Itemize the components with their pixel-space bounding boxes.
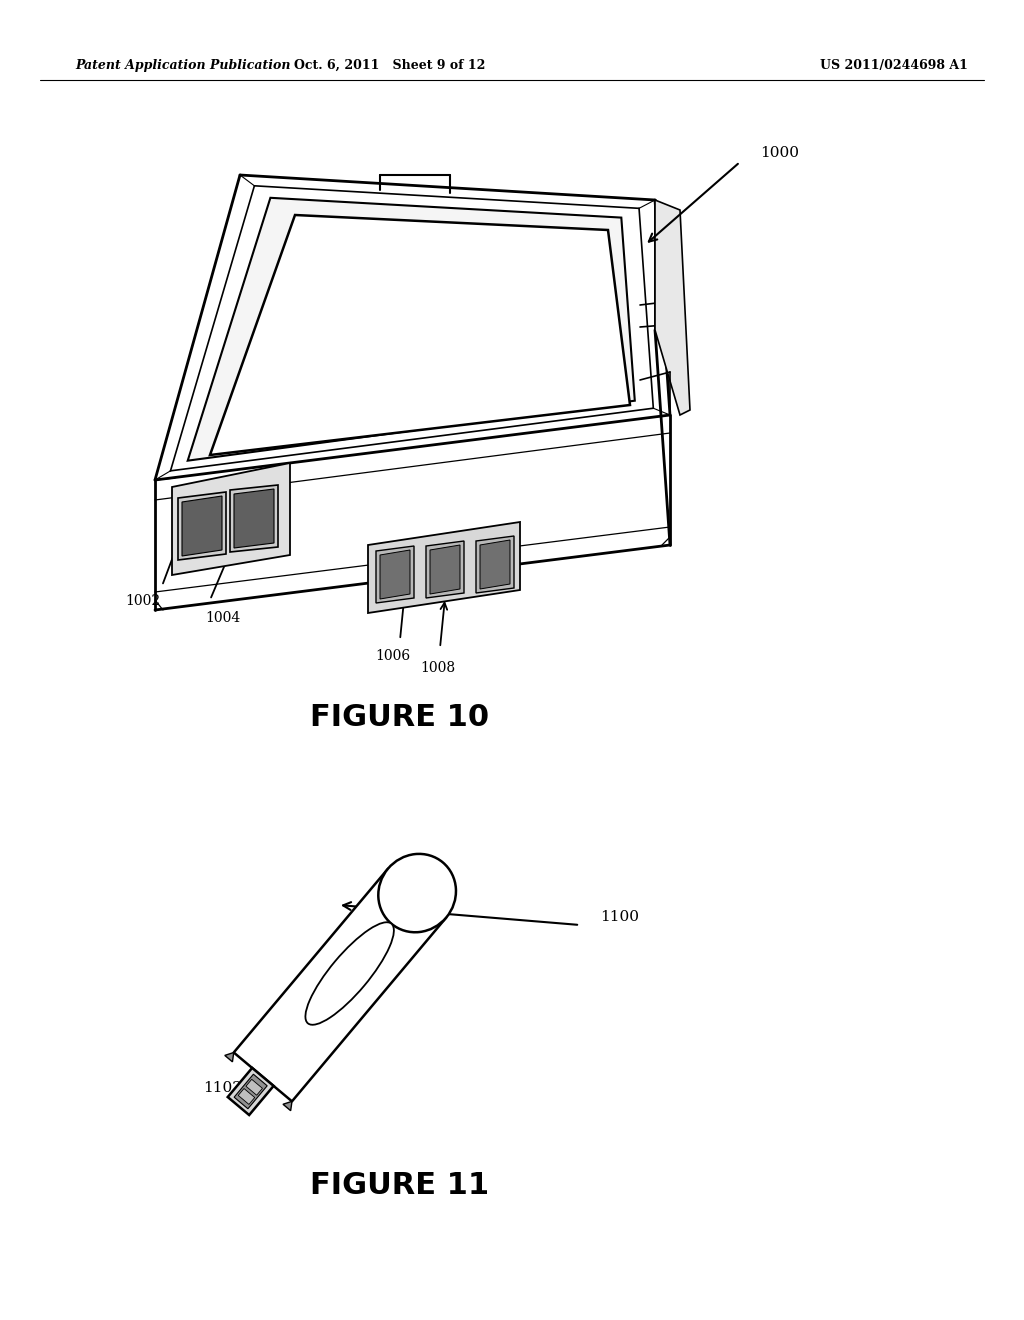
Polygon shape [368, 521, 520, 612]
Polygon shape [172, 463, 290, 576]
Polygon shape [655, 201, 670, 545]
Polygon shape [155, 176, 670, 480]
Text: FIGURE 10: FIGURE 10 [310, 704, 489, 733]
Polygon shape [380, 550, 410, 599]
Polygon shape [376, 546, 414, 603]
Polygon shape [480, 540, 510, 589]
Ellipse shape [378, 854, 456, 932]
Text: US 2011/0244698 A1: US 2011/0244698 A1 [820, 58, 968, 71]
Text: 1004: 1004 [205, 611, 241, 624]
Polygon shape [230, 484, 278, 552]
Polygon shape [239, 1089, 255, 1105]
Polygon shape [227, 1068, 273, 1115]
Polygon shape [225, 1052, 233, 1061]
Polygon shape [283, 1101, 292, 1110]
Text: 1102: 1102 [203, 1081, 242, 1096]
Text: FIGURE 11: FIGURE 11 [310, 1171, 489, 1200]
Polygon shape [426, 541, 464, 598]
Polygon shape [187, 198, 635, 461]
Ellipse shape [305, 923, 394, 1024]
Text: 1006: 1006 [375, 649, 411, 663]
Polygon shape [155, 414, 670, 610]
Polygon shape [655, 201, 690, 414]
Polygon shape [210, 215, 630, 455]
Polygon shape [234, 1074, 267, 1109]
Polygon shape [234, 488, 274, 548]
Polygon shape [233, 869, 446, 1101]
Polygon shape [178, 492, 226, 560]
Text: Patent Application Publication: Patent Application Publication [75, 58, 291, 71]
Text: 1100: 1100 [600, 909, 639, 924]
Polygon shape [476, 536, 514, 593]
Text: 1000: 1000 [760, 147, 799, 160]
Polygon shape [430, 545, 460, 594]
Polygon shape [182, 496, 222, 556]
Text: 1002: 1002 [125, 594, 160, 609]
Text: Oct. 6, 2011   Sheet 9 of 12: Oct. 6, 2011 Sheet 9 of 12 [294, 58, 485, 71]
Text: 1008: 1008 [420, 661, 455, 675]
Polygon shape [246, 1080, 262, 1096]
